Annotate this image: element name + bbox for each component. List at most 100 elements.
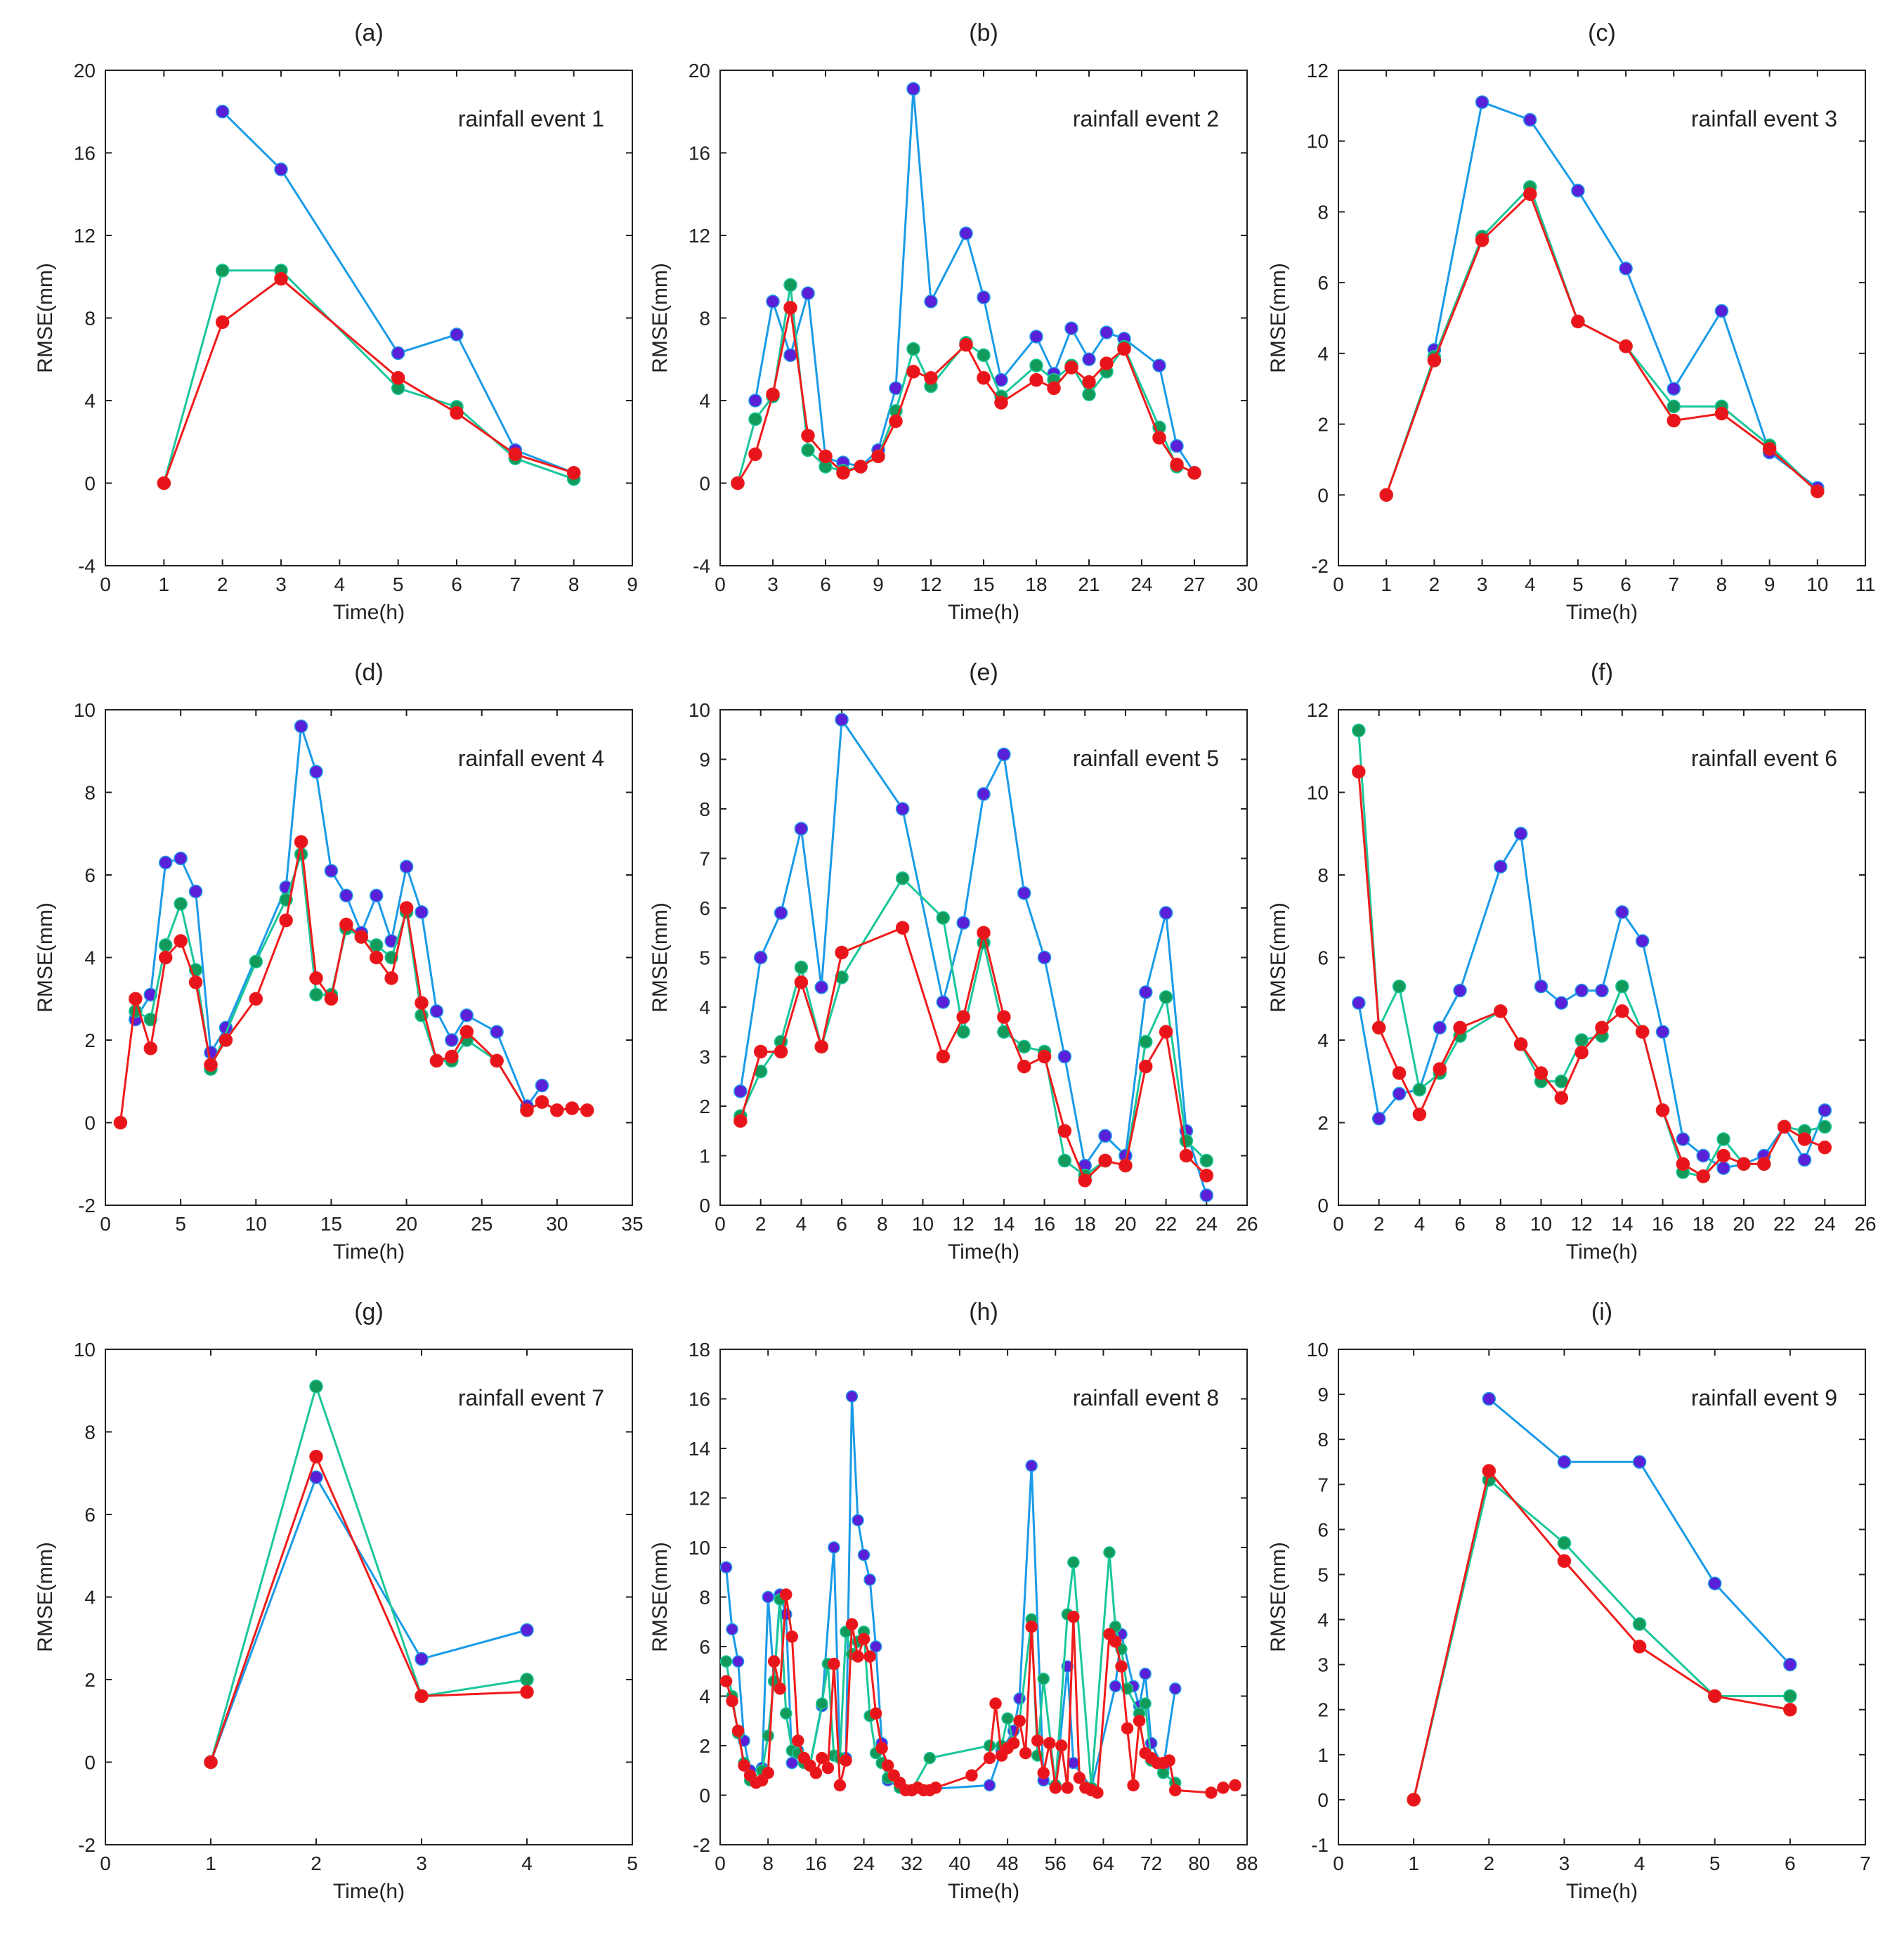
y-tick-label: 4 — [84, 1587, 96, 1609]
data-point-red — [1100, 356, 1114, 370]
x-tick-label: 88 — [1236, 1852, 1258, 1874]
data-point-green — [719, 1655, 733, 1668]
data-point-green — [1667, 399, 1681, 414]
x-tick-label: 0 — [1333, 1213, 1344, 1235]
data-point-blue — [1818, 1103, 1832, 1117]
x-tick-label: 0 — [1333, 573, 1344, 595]
x-tick-label: 16 — [1033, 1213, 1055, 1235]
y-tick-label: 6 — [699, 897, 710, 919]
data-point-green — [1057, 1153, 1072, 1168]
data-point-red — [875, 1741, 888, 1755]
data-point-red — [753, 1044, 768, 1059]
chart-panel: (b)0 3 6 9 12 15 18 21 24 27 30-4048121620Time(h)R… — [648, 20, 1258, 624]
x-tick-label: 5 — [175, 1213, 186, 1235]
x-tick-label: 1 — [159, 573, 170, 595]
data-point-green — [1001, 1712, 1014, 1725]
data-point-blue — [1707, 1576, 1722, 1591]
y-tick-label: 4 — [84, 947, 96, 969]
x-tick-label: 15 — [972, 573, 994, 595]
y-tick-label: 8 — [699, 1587, 710, 1609]
chart-panel: (i)0 1 2 3 4 5 6 7-1012345678910Time(h)RMSE(mm)… — [1267, 1299, 1871, 1903]
x-tick-label: 22 — [1773, 1213, 1795, 1235]
data-point-blue — [1571, 183, 1585, 197]
y-tick-label: 0 — [84, 1752, 96, 1774]
y-tick-label: 6 — [1317, 1519, 1329, 1540]
x-tick-label: 20 — [1114, 1213, 1136, 1235]
data-point-blue — [1433, 1020, 1447, 1035]
data-point-red — [550, 1103, 564, 1117]
data-point-red — [1534, 1066, 1548, 1080]
y-tick-label: 8 — [699, 308, 710, 330]
data-point-green — [1199, 1153, 1214, 1168]
data-point-blue — [188, 884, 203, 899]
data-point-red — [294, 835, 308, 849]
data-point-red — [520, 1103, 534, 1117]
y-tick-label: 7 — [1317, 1474, 1329, 1495]
data-point-green — [1139, 1697, 1152, 1710]
data-point-blue — [1494, 859, 1508, 874]
data-point-red — [924, 370, 938, 385]
y-tick-label: 8 — [1317, 201, 1329, 223]
data-point-green — [1103, 1546, 1116, 1559]
y-axis-label: RMSE(mm) — [1267, 1542, 1290, 1652]
data-point-red — [1482, 1464, 1497, 1478]
data-point-blue — [1082, 352, 1096, 366]
series-line-green — [739, 877, 1208, 1177]
x-tick-label: 8 — [877, 1213, 888, 1235]
panel-title: (f) — [1591, 659, 1613, 686]
x-tick-label: 4 — [1414, 1213, 1426, 1235]
chart-panel: (f)0 2 4 6 8 10 12 14 16 18 20 22 24 26024681012Time(… — [1267, 659, 1877, 1264]
panel-title: (a) — [354, 20, 384, 46]
y-tick-label: 10 — [1307, 131, 1329, 152]
data-point-blue — [415, 905, 429, 919]
data-point-blue — [1714, 304, 1729, 318]
data-point-blue — [1029, 330, 1043, 344]
data-point-blue — [997, 747, 1011, 762]
data-point-red — [997, 1010, 1011, 1024]
data-point-green — [1574, 1033, 1589, 1047]
data-point-red — [1229, 1779, 1241, 1792]
data-point-red — [1078, 1174, 1092, 1188]
x-tick-label: 8 — [762, 1852, 774, 1874]
x-axis-label: Time(h) — [333, 1880, 405, 1903]
x-tick-label: 12 — [920, 573, 941, 595]
x-tick-label: 1 — [205, 1852, 216, 1874]
data-point-red — [780, 1588, 793, 1601]
data-point-blue — [977, 787, 991, 801]
data-point-green — [783, 278, 797, 292]
y-tick-label: 18 — [689, 1339, 710, 1361]
data-point-red — [983, 1751, 996, 1765]
x-axis-label: Time(h) — [333, 601, 405, 624]
data-point-red — [174, 934, 188, 948]
x-tick-label: 8 — [568, 573, 580, 595]
data-point-blue — [399, 859, 414, 874]
series-line-blue — [739, 718, 1208, 1196]
x-tick-label: 21 — [1078, 573, 1100, 595]
data-point-red — [833, 1779, 847, 1792]
data-point-red — [565, 1101, 580, 1115]
data-point-red — [566, 466, 581, 480]
y-tick-label: 10 — [1307, 1339, 1329, 1361]
series-line-green — [1412, 1479, 1790, 1800]
chart-panel: (h)0 8 16 24 32 40 48 56 64 72 80 88-20246810121416… — [648, 1299, 1258, 1903]
x-tick-label: 10 — [1530, 1213, 1552, 1235]
y-tick-label: 10 — [74, 1339, 96, 1361]
x-tick-label: 48 — [997, 1852, 1019, 1874]
y-axis-label: RMSE(mm) — [648, 263, 672, 373]
data-point-red — [930, 1782, 942, 1794]
y-tick-label: 6 — [84, 1504, 96, 1526]
data-point-red — [354, 930, 369, 944]
y-tick-label: -2 — [1311, 555, 1329, 577]
data-point-red — [415, 996, 429, 1010]
y-tick-label: 2 — [1317, 1112, 1329, 1134]
y-tick-label: 6 — [699, 1636, 710, 1658]
data-point-red — [1427, 353, 1442, 368]
axes-frame — [105, 70, 633, 566]
y-tick-label: 0 — [699, 473, 710, 495]
data-point-green — [1557, 1536, 1572, 1550]
y-axis-label: RMSE(mm) — [34, 263, 57, 373]
data-point-blue — [1696, 1148, 1710, 1163]
data-point-blue — [1037, 950, 1052, 965]
data-point-blue — [174, 851, 188, 866]
x-tick-label: 24 — [1196, 1213, 1218, 1235]
